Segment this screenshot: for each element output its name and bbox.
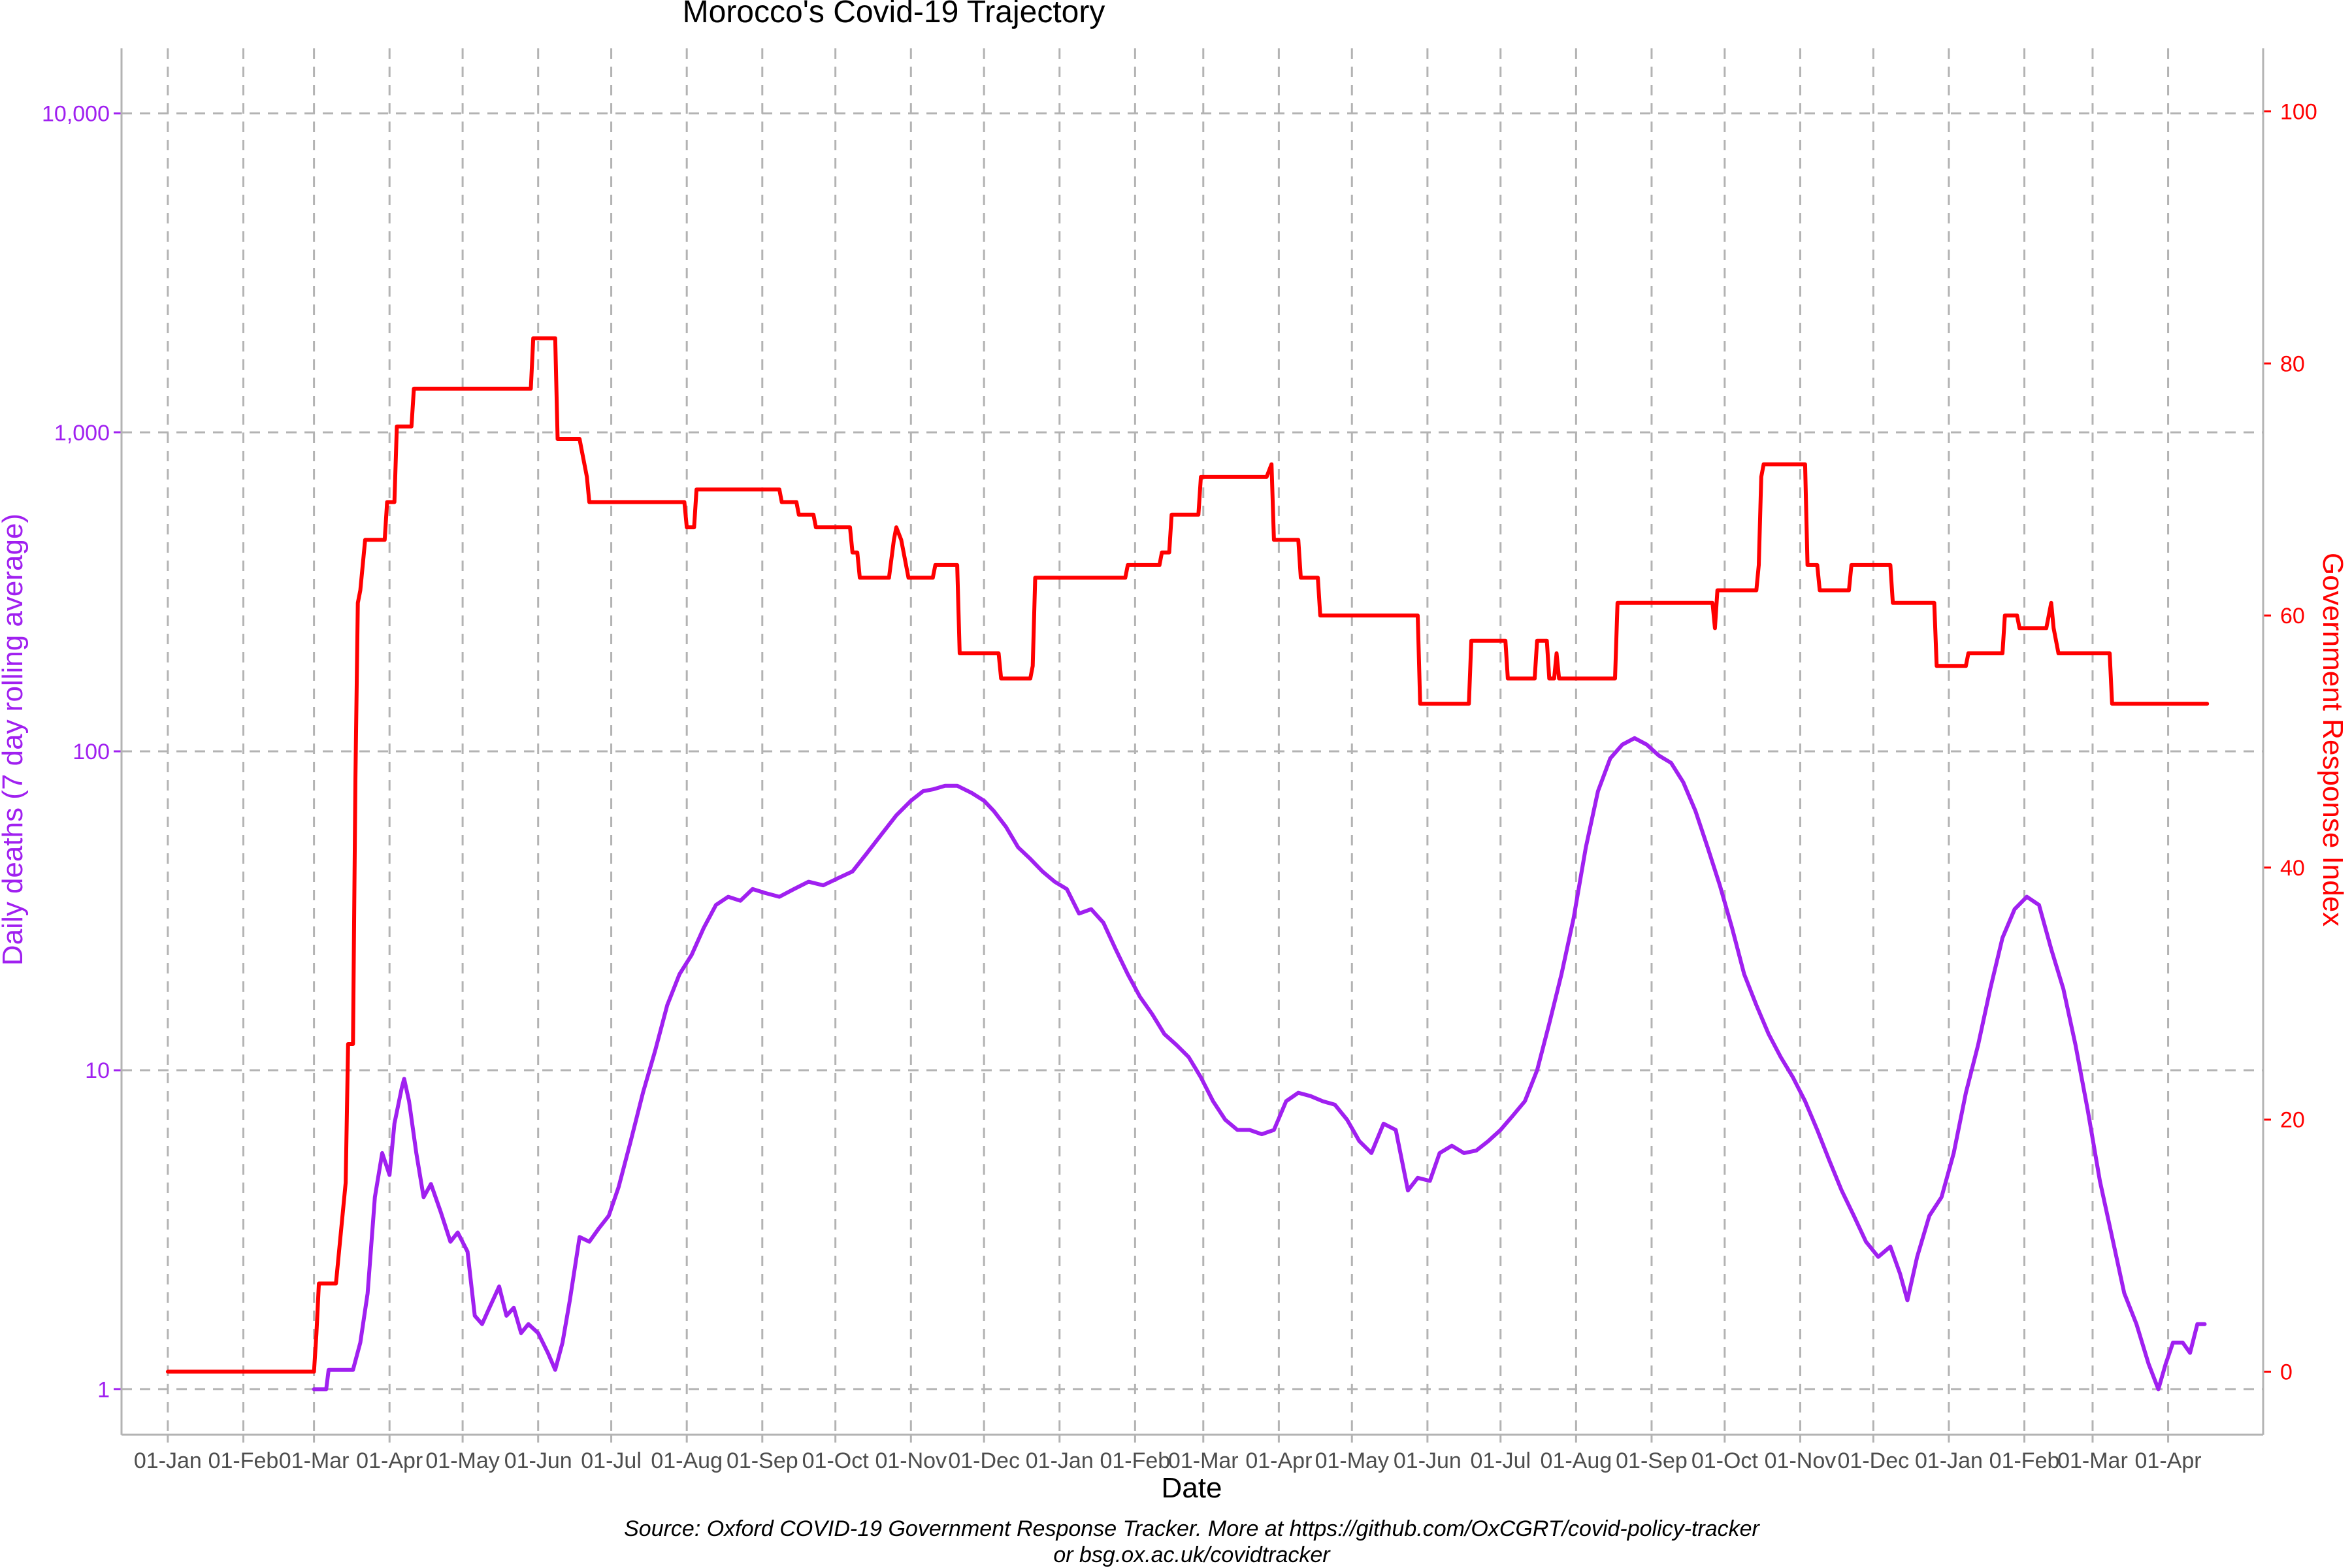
x-tick-label: 01-May: [1315, 1448, 1389, 1473]
y-axis-right-title: Government Response Index: [2317, 553, 2349, 926]
caption-link: or bsg.ox.ac.uk/covidtracker: [1053, 1543, 1331, 1567]
x-tick-label: 01-Jul: [1470, 1448, 1531, 1473]
x-tick-label: 01-Dec: [948, 1448, 1020, 1473]
daily-deaths-line: [312, 736, 2207, 1392]
y-right-tick-label: 60: [2280, 604, 2305, 629]
y-right-tick-label: 20: [2280, 1108, 2305, 1133]
axes: [114, 48, 2271, 1443]
x-tick-label: 01-Jun: [1394, 1448, 1462, 1473]
series-lines: [165, 336, 2210, 1392]
x-tick-label: 01-Nov: [1765, 1448, 1837, 1473]
x-tick-label: 01-Sep: [1616, 1448, 1688, 1473]
x-tick-label: 01-Jun: [504, 1448, 572, 1473]
x-tick-label: 01-Feb: [1100, 1448, 1170, 1473]
chart-title: Morocco's Covid-19 Trajectory: [683, 0, 1105, 29]
caption-source: Source: Oxford COVID-19 Government Respo…: [624, 1516, 1760, 1541]
grid-lines: [122, 48, 2263, 1435]
y-left-tick-label: 1,000: [54, 421, 110, 446]
y-right-tick-label: 100: [2280, 99, 2317, 124]
x-tick-label: 01-Jan: [1026, 1448, 1094, 1473]
y-left-tick-label: 100: [73, 740, 110, 764]
x-tick-label: 01-Mar: [1168, 1448, 1239, 1473]
x-axis-title: Date: [1162, 1472, 1222, 1504]
x-tick-label: 01-Mar: [2057, 1448, 2128, 1473]
x-tick-label: 01-Feb: [208, 1448, 279, 1473]
x-tick-label: 01-Nov: [875, 1448, 947, 1473]
response-index-line: [165, 336, 2210, 1374]
x-tick-label: 01-Jan: [134, 1448, 202, 1473]
y-left-tick-label: 10,000: [42, 102, 110, 127]
x-tick-label: 01-Feb: [1989, 1448, 2060, 1473]
x-tick-label: 01-May: [425, 1448, 499, 1473]
x-tick-label: 01-Oct: [802, 1448, 870, 1473]
x-tick-label: 01-Jan: [1915, 1448, 1983, 1473]
x-tick-label: 01-Apr: [1245, 1448, 1312, 1473]
x-tick-label: 01-Apr: [2135, 1448, 2202, 1473]
y-right-tick-label: 80: [2280, 351, 2305, 376]
x-tick-label: 01-Oct: [1691, 1448, 1759, 1473]
x-tick-label: 01-Dec: [1838, 1448, 1910, 1473]
y-right-tick-label: 0: [2280, 1360, 2293, 1385]
x-tick-label: 01-Jul: [581, 1448, 642, 1473]
tick-labels: 01-Jan 01-Feb 01-Mar 01-Apr 01-May 01-Jun 01-J…: [42, 99, 2317, 1473]
x-tick-label: 01-Sep: [727, 1448, 798, 1473]
x-tick-label: 01-Aug: [1541, 1448, 1612, 1473]
y-right-tick-label: 40: [2280, 856, 2305, 881]
x-tick-label: 01-Apr: [356, 1448, 423, 1473]
y-axis-left-title: Daily deaths (7 day rolling average): [0, 514, 29, 966]
x-tick-label: 01-Mar: [279, 1448, 350, 1473]
y-left-tick-label: 10: [85, 1058, 110, 1083]
x-tick-label: 01-Aug: [651, 1448, 723, 1473]
y-left-tick-label: 1: [97, 1377, 110, 1402]
